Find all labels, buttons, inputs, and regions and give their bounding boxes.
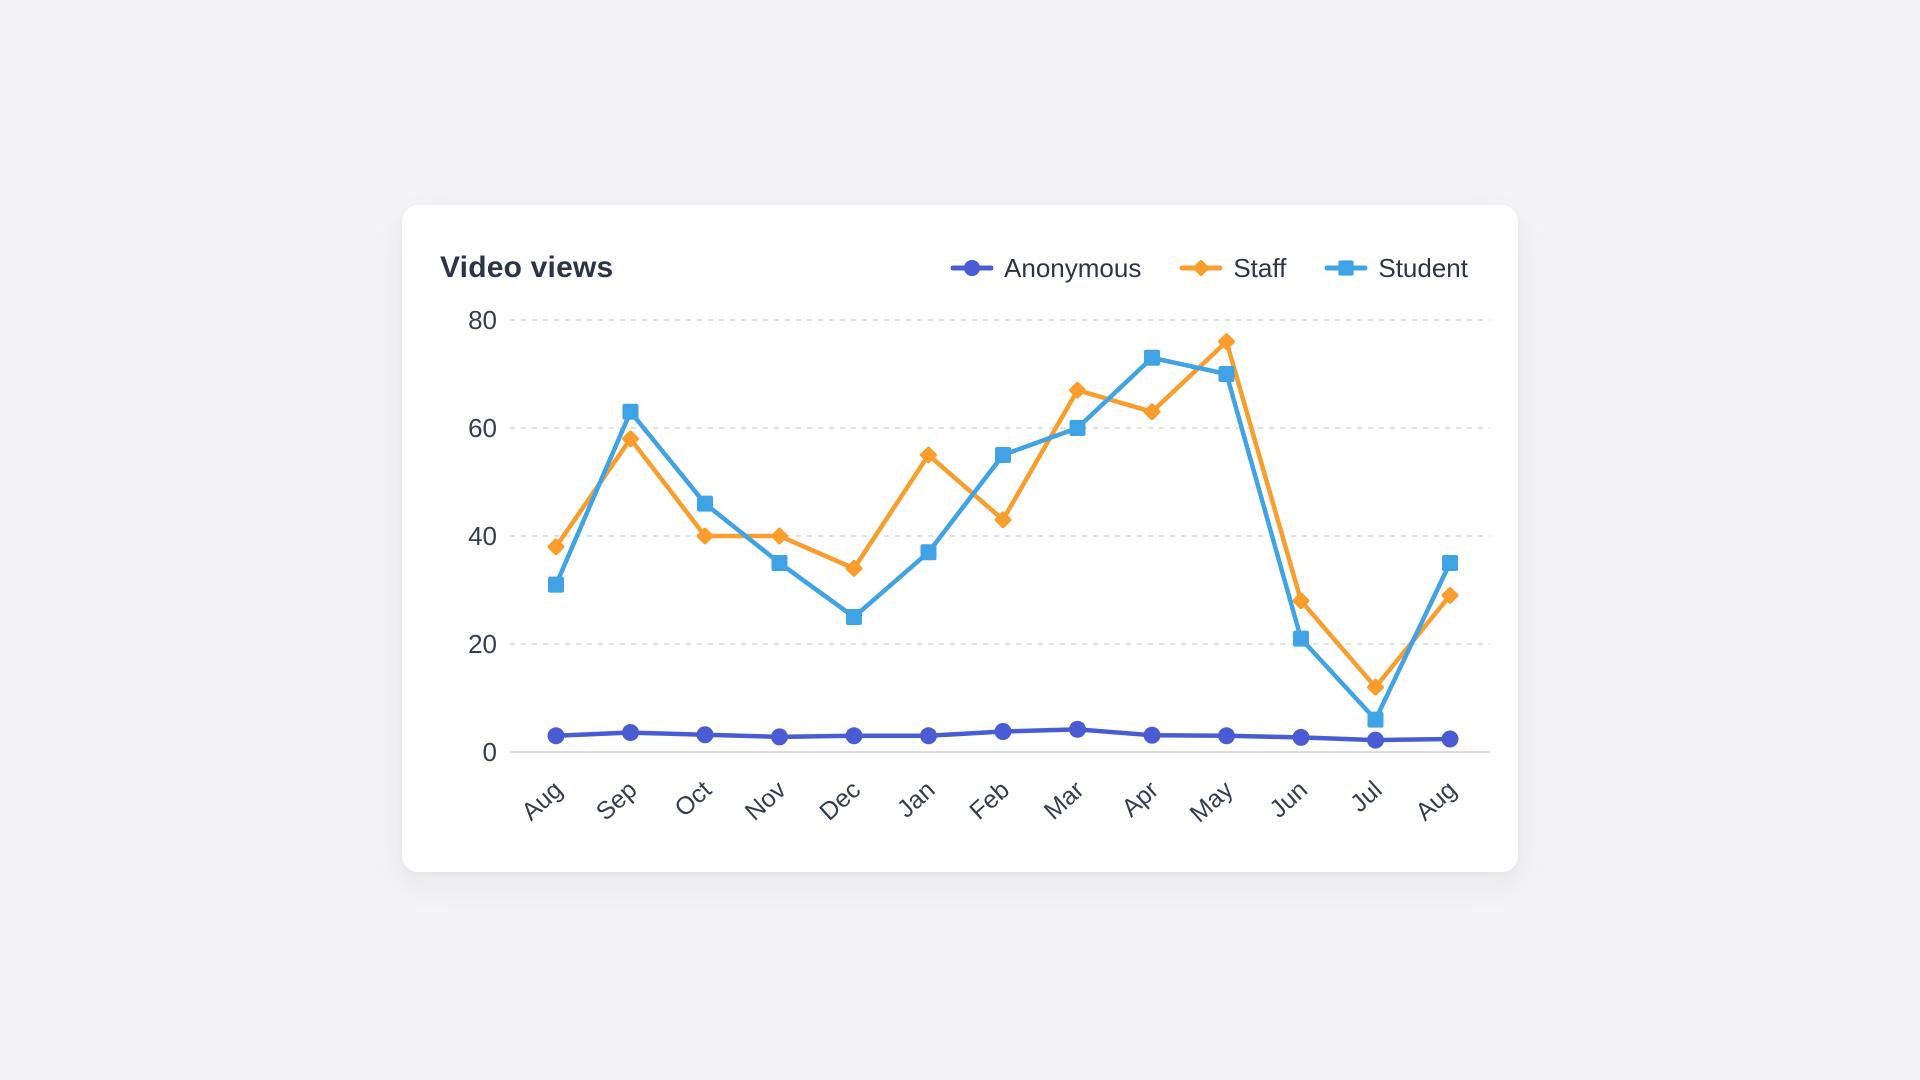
x-axis-label-0-aug: Aug: [516, 776, 568, 827]
x-axis-label-3-nov: Nov: [740, 775, 792, 826]
chart-area: 0 20 40 60 80 Aug Sep Oct Nov Dec Jan Feb Mar Apr May J…: [402, 305, 1518, 865]
y-axis-label-20: 20: [468, 629, 497, 659]
y-axis-label-40: 40: [468, 521, 497, 551]
series-points-student: [548, 349, 1458, 728]
x-axis-label-12-aug: Aug: [1410, 776, 1462, 827]
legend-item-anonymous[interactable]: Anonymous: [950, 253, 1141, 284]
x-axis-label-9-may: May: [1185, 775, 1239, 828]
video-views-card: Video views Anonymous Staff Student 0 20 40 6…: [402, 205, 1518, 872]
x-axis-label-5-jan: Jan: [892, 776, 941, 824]
x-axis-label-4-dec: Dec: [814, 776, 866, 827]
y-axis-label-60: 60: [468, 413, 497, 443]
x-axis-label-8-apr: Apr: [1116, 776, 1164, 823]
legend-item-student[interactable]: Student: [1324, 253, 1468, 284]
chart-legend: Anonymous Staff Student: [950, 253, 1468, 284]
legend-circle-icon: [950, 259, 994, 277]
card-header: Video views Anonymous Staff Student: [440, 245, 1468, 291]
series-line-student: [553, 355, 1453, 722]
x-axis-label-2-oct: Oct: [669, 776, 717, 823]
legend-square-icon: [1324, 260, 1368, 276]
x-axis-label-10-jun: Jun: [1264, 776, 1313, 824]
y-axis-label-80: 80: [468, 305, 497, 335]
x-axis-label-11-jul: Jul: [1345, 776, 1387, 818]
legend-label-student: Student: [1378, 252, 1468, 283]
x-axis-label-7-mar: Mar: [1039, 776, 1090, 826]
legend-item-staff[interactable]: Staff: [1179, 253, 1286, 284]
chart-title: Video views: [440, 251, 614, 284]
series-points-staff: [547, 333, 1459, 696]
series-points-anonymous: [547, 720, 1459, 749]
video-views-line-chart: 0 20 40 60 80 Aug Sep Oct Nov Dec Jan Feb Mar Apr May J…: [468, 305, 1490, 828]
y-axis-label-0: 0: [483, 737, 497, 767]
legend-diamond-icon: [1179, 260, 1223, 276]
legend-label-anonymous: Anonymous: [1004, 252, 1142, 283]
x-axis-label-6-feb: Feb: [964, 776, 1015, 826]
legend-label-staff: Staff: [1233, 252, 1287, 283]
x-axis-label-1-sep: Sep: [591, 776, 643, 827]
